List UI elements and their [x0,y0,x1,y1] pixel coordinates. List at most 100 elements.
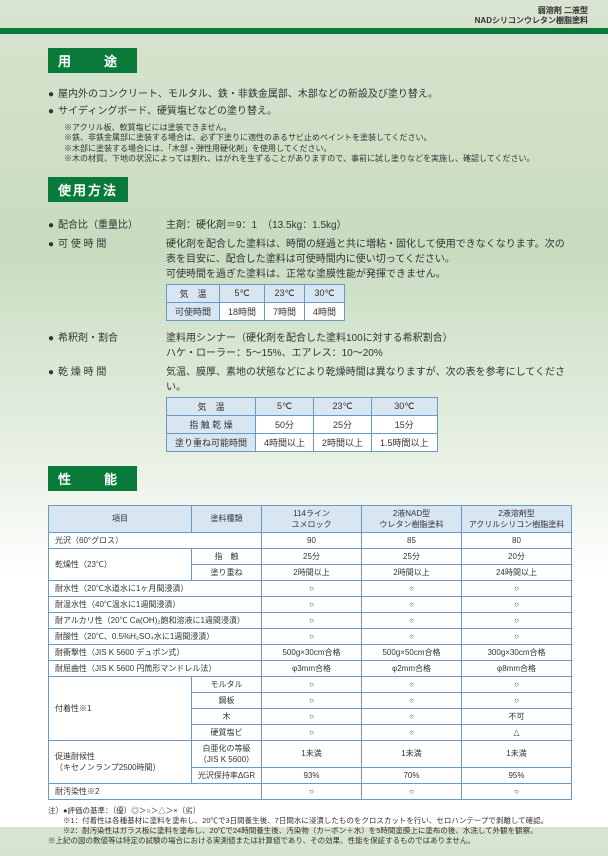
perf-td: 1未満 [462,740,572,767]
method-body-dry: 気温、膜厚、素地の状態などにより乾燥時間は異なりますが、次の表を参考にしてくださ… [166,363,572,393]
usage-note: 鉄、非鉄金属部に塗装する場合は、必ず下塗りに適性のあるサビ止めペイントを塗装して… [64,133,572,143]
method-label-potlife: 可 使 時 間 [48,235,166,250]
perf-td: ○ [262,612,362,628]
perf-td: ○ [362,783,462,799]
method-label-ratio: 配合比（重量比） [48,216,166,231]
perf-sub: 光沢保持率ΔGR [192,767,262,783]
usage-note: 木の材質、下地の状況によっては割れ、はがれを生ずることがありますので、事前に試し… [64,154,572,164]
perf-td: 500g×50cm合格 [362,644,462,660]
perf-td: φ8mm合格 [462,660,572,676]
perf-td: 25分 [262,548,362,564]
perf-td: ○ [462,692,572,708]
section-title-method: 使用方法 [48,177,128,202]
dry-table: 気 温 5℃ 23℃ 30℃ 指 触 乾 燥 50分 25分 15分 塗り重ね可… [166,397,438,452]
dry-td: 25分 [314,415,372,433]
perf-td: ○ [362,596,462,612]
section-title-usage: 用 途 [48,48,137,73]
content: 用 途 屋内外のコンクリート、モルタル、鉄・非鉄金属部、木部などの新設及び塗り替… [0,0,608,856]
perf-td: ○ [262,708,362,724]
pot-th: 23℃ [265,284,305,302]
perf-lh: 耐汚染性※2 [49,783,262,799]
perf-sub: 塗り重ね [192,564,262,580]
perf-td: 不可 [462,708,572,724]
perf-sub: 白亜化の等級（JIS K 5600） [192,740,262,767]
usage-bullet: サイディングボード、硬質塩ビなどの塗り替え。 [48,102,572,117]
perf-td: 24時間以上 [462,564,572,580]
perf-td: 80 [462,532,572,548]
perf-td: φ3mm合格 [262,660,362,676]
pot-td: 7時間 [265,302,305,320]
dry-td: 15分 [372,415,438,433]
perf-lh: 耐屈曲性（JIS K 5600 円筒形マンドレル法） [49,660,262,676]
pot-td: 4時間 [305,302,345,320]
footer-notes: 注）●評価の基準：（優）◎＞○＞△＞×（劣） ※1：付着性は各種基材に塗料を塗布… [48,806,572,847]
perf-td: 93% [262,767,362,783]
dry-td: 1.5時間以上 [372,433,438,451]
header-band [0,28,608,34]
perf-lh: 耐衝撃性（JIS K 5600 デュポン式） [49,644,262,660]
perf-td: ○ [362,692,462,708]
method-label-thinner: 希釈剤・割合 [48,329,166,344]
footer-note: ※2：耐汚染性はガラス板に塗料を塗布し、20℃で24時間養生後、汚染物（カーボン… [48,826,572,836]
perf-td: 1未満 [262,740,362,767]
method-body-potlife: 硬化剤を配合した塗料は、時間の経過と共に増粘・固化して使用できなくなります。次の… [166,235,572,265]
usage-note: アクリル板、軟質塩ビには塗装できません。 [64,123,572,133]
perf-td: ○ [362,676,462,692]
method-body-potlife2: 可使時間を過ぎた塗料は、正常な塗膜性能が発揮できません。 [166,265,572,280]
footer-note: ※上記の図の数値等は特定の試験の場合における実測値または計算値であり、その効果、… [48,836,572,846]
perf-th-col1: 114ラインユメロック [262,505,362,532]
dry-th: 5℃ [256,397,314,415]
usage-notes: アクリル板、軟質塩ビには塗装できません。 鉄、非鉄金属部に塗装する場合は、必ず下… [64,123,572,165]
method-body-ratio: 主剤：硬化剤＝9：1 （13.5kg：1.5kg） [166,216,572,231]
header-line2: NADシリコンウレタン樹脂塗料 [475,16,588,26]
perf-td: 2時間以上 [262,564,362,580]
perf-th-col3: 2液溶剤型アクリルシリコン樹脂塗料 [462,505,572,532]
pot-rh: 可使時間 [167,302,220,320]
dry-td: 50分 [256,415,314,433]
perf-td: φ2mm合格 [362,660,462,676]
perf-td: 85 [362,532,462,548]
perf-sub: 木 [192,708,262,724]
perf-td: ○ [362,724,462,740]
perf-th-col2: 2液NAD型ウレタン樹脂塗料 [362,505,462,532]
usage-note: 木部に塗装する場合には、「木部・弾性用硬化剤」を使用してください。 [64,144,572,154]
perf-td: 2時間以上 [362,564,462,580]
dry-td: 4時間以上 [256,433,314,451]
perf-td: 300g×30cm合格 [462,644,572,660]
perf-lh: 付着性※1 [49,676,192,740]
pot-th: 5℃ [220,284,265,302]
section-title-performance: 性 能 [48,466,137,491]
footer-note: 注）●評価の基準：（優）◎＞○＞△＞×（劣） [48,806,572,816]
dry-th: 30℃ [372,397,438,415]
perf-lh: 耐温水性（40℃温水に1週間浸漬） [49,596,262,612]
perf-td: 500g×30cm合格 [262,644,362,660]
perf-td: ○ [462,580,572,596]
perf-td: 25分 [362,548,462,564]
perf-td: ○ [262,596,362,612]
pot-th: 気 温 [167,284,220,302]
method-body-thinner2: ハケ・ローラー：5〜15%、エアレス：10〜20% [166,344,572,359]
perf-th-item: 項目 [49,505,192,532]
perf-td: ○ [362,580,462,596]
perf-td: ○ [262,628,362,644]
header-line1: 弱溶剤 二液型 [475,6,588,16]
footer-note: ※1：付着性は各種基材に塗料を塗布し、20℃で3日間養生後、7日間水に浸漬したも… [48,816,572,826]
perf-td: 20分 [462,548,572,564]
perf-lh: 促進耐候性（キセノンランプ2500時間） [49,740,192,783]
perf-td: ○ [462,783,572,799]
performance-table: 項目 塗料種類 114ラインユメロック 2液NAD型ウレタン樹脂塗料 2液溶剤型… [48,505,572,800]
dry-rh: 指 触 乾 燥 [167,415,256,433]
perf-td: ○ [362,708,462,724]
perf-td: 70% [362,767,462,783]
perf-td: ○ [262,783,362,799]
usage-bullet: 屋内外のコンクリート、モルタル、鉄・非鉄金属部、木部などの新設及び塗り替え。 [48,85,572,100]
perf-td: ○ [462,628,572,644]
perf-td: 95% [462,767,572,783]
perf-td: ○ [362,612,462,628]
perf-lh: 耐酸性（20℃、0.5%H₂SO₄水に1週間浸漬） [49,628,262,644]
perf-sub: モルタル [192,676,262,692]
perf-lh: 耐水性（20℃水道水に1ヶ月間浸漬） [49,580,262,596]
perf-td: ○ [462,596,572,612]
dry-th: 23℃ [314,397,372,415]
usage-bullets: 屋内外のコンクリート、モルタル、鉄・非鉄金属部、木部などの新設及び塗り替え。 サ… [48,85,572,117]
